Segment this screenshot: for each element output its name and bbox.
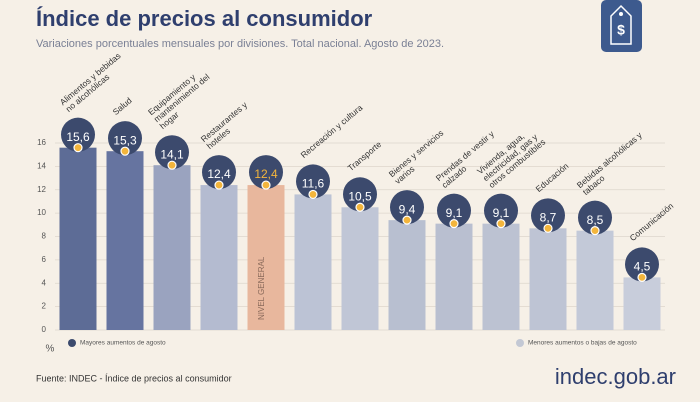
value-dot [355,202,365,212]
value-badge [61,117,95,152]
value-dot [543,223,553,233]
legend-label: Mayores aumentos de agosto [80,340,166,347]
y-tick-label: 16 [37,138,46,147]
bar [341,207,379,330]
bar [482,223,520,330]
value-label: 4,5 [634,260,651,274]
value-label: 9,1 [493,206,510,220]
chart-title: Índice de precios al consumidor [36,6,373,31]
source: Fuente: INDEC - Índice de precios al con… [36,373,232,383]
bar [200,185,238,330]
value-dot [496,219,506,229]
value-dot [261,180,271,190]
value-label: 12,4 [254,167,278,181]
legend-label: Menores aumentos o bajas de agosto [528,340,637,347]
chart-subtitle: Variaciones porcentuales mensuales por d… [36,38,444,50]
value-dot [214,180,224,190]
value-dot [402,215,412,225]
value-badge [108,121,142,156]
value-label: 15,6 [66,130,90,144]
value-badge [625,247,659,282]
value-badge [437,193,471,228]
bar [106,151,144,330]
y-tick-label: 14 [37,161,46,170]
value-dot [637,272,647,283]
value-badge [249,155,283,190]
value-badge [343,177,377,212]
value-dot [167,160,177,170]
value-dot [73,143,83,153]
y-tick-label: 0 [42,325,47,334]
legend-marker [516,339,524,347]
value-label: 12,4 [207,167,231,181]
value-label: 14,1 [160,147,184,161]
x-tick-label: NIVEL GENERAL [257,256,266,320]
bar [623,277,661,330]
value-dot [590,226,600,236]
y-tick-label: 8 [42,232,47,241]
legend-marker [68,339,76,347]
svg-text:$: $ [617,22,625,38]
y-axis-label: % [46,344,55,355]
y-tick-label: 2 [42,302,47,311]
value-label: 10,5 [348,189,372,203]
value-badge [578,200,612,235]
bar [435,223,473,330]
value-label: 9,4 [399,202,416,216]
value-badge [484,193,518,228]
value-label: 8,7 [540,210,557,224]
bar [59,147,97,330]
bar [388,220,426,330]
value-dot [449,219,459,229]
value-label: 11,6 [302,177,325,191]
logo-icon: $ [601,0,642,52]
value-dot [308,189,318,200]
bar [294,194,332,330]
value-label: 8,5 [587,213,604,227]
value-badge [155,135,189,170]
value-label: 9,1 [446,206,463,220]
logo: indec.gob.ar [555,364,676,389]
value-dot [120,146,130,156]
value-badge [296,164,330,199]
value-label: 15,3 [113,133,137,147]
y-tick-label: 10 [37,208,46,217]
bar [576,230,614,330]
bar [529,228,567,330]
y-tick-label: 4 [42,278,47,287]
value-badge [390,190,424,225]
bar [153,165,191,330]
y-tick-label: 6 [42,255,47,264]
value-badge [202,155,236,190]
y-tick-label: 12 [37,185,46,194]
bar [247,185,285,330]
value-badge [531,198,565,233]
